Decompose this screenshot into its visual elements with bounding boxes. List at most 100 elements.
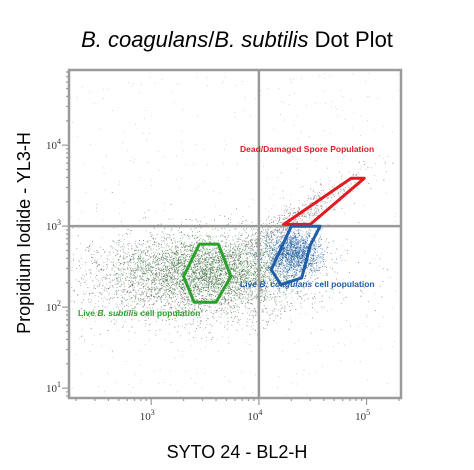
dot <box>117 304 118 306</box>
dot <box>308 265 310 267</box>
dot <box>189 301 191 302</box>
dot <box>294 258 296 260</box>
dot <box>284 308 286 310</box>
dot <box>191 270 193 272</box>
dot <box>232 255 234 257</box>
dot <box>289 245 291 247</box>
dot <box>180 291 181 293</box>
dot <box>319 257 321 259</box>
dot <box>174 247 176 249</box>
dot <box>281 269 283 270</box>
dot <box>176 282 178 284</box>
dot <box>286 290 288 291</box>
dot <box>269 247 271 248</box>
dot <box>220 278 222 280</box>
dot <box>295 243 297 245</box>
dot <box>285 254 286 256</box>
dot <box>159 279 160 281</box>
dot <box>200 238 202 240</box>
dot <box>216 280 217 282</box>
dot <box>223 296 225 298</box>
dot <box>224 228 225 230</box>
dot <box>148 246 150 248</box>
dot <box>139 258 141 260</box>
dot <box>190 289 192 291</box>
dot <box>298 241 300 243</box>
dot <box>226 259 228 260</box>
dot <box>129 285 131 287</box>
dot <box>103 276 105 278</box>
dot <box>217 255 219 257</box>
dot <box>279 270 281 272</box>
dot <box>234 262 236 264</box>
dot <box>100 247 101 248</box>
dot <box>285 271 287 273</box>
dot <box>147 250 149 252</box>
dot <box>233 298 235 299</box>
dot <box>300 255 302 257</box>
dot <box>267 270 269 271</box>
dot <box>200 277 202 278</box>
dot <box>271 243 273 244</box>
dot <box>293 255 295 257</box>
dot <box>182 258 184 260</box>
dot <box>191 280 193 282</box>
dot <box>265 275 266 276</box>
dot <box>198 250 199 252</box>
dot <box>246 288 247 290</box>
dot <box>276 236 278 237</box>
dot <box>299 275 301 277</box>
dot <box>341 303 343 305</box>
dot <box>244 298 246 300</box>
dot <box>288 277 290 278</box>
dot <box>266 268 268 270</box>
dot <box>284 305 286 307</box>
dot <box>250 250 252 252</box>
dot <box>217 240 219 242</box>
dot <box>257 243 258 245</box>
dot <box>193 278 195 280</box>
dot <box>225 244 227 246</box>
dot <box>187 261 188 263</box>
dot <box>213 279 215 281</box>
dot <box>195 277 197 279</box>
dot <box>142 283 144 284</box>
dot <box>142 262 144 264</box>
dot <box>128 243 130 245</box>
dot <box>280 259 282 260</box>
dot <box>265 293 266 294</box>
dot <box>140 251 142 253</box>
dot <box>192 244 194 246</box>
dot <box>183 282 185 284</box>
dot <box>313 270 315 272</box>
dot <box>232 321 234 322</box>
dot <box>299 249 301 251</box>
dot <box>233 289 235 291</box>
dot <box>320 256 322 258</box>
dot <box>189 235 191 237</box>
dot <box>178 310 179 312</box>
dot <box>207 286 209 288</box>
dot <box>214 247 216 249</box>
dot <box>159 259 161 261</box>
dot <box>175 286 177 287</box>
dot <box>281 249 283 251</box>
dot <box>181 263 183 265</box>
dot <box>275 241 277 243</box>
dot <box>235 285 236 287</box>
dot <box>180 238 182 239</box>
dot <box>224 253 225 254</box>
dot <box>287 242 289 244</box>
dot <box>220 278 222 279</box>
dot <box>297 256 299 257</box>
dot <box>266 265 268 267</box>
dot <box>131 273 133 275</box>
dot <box>244 279 246 280</box>
dot <box>288 263 290 265</box>
dot <box>292 252 294 254</box>
dot <box>304 244 306 246</box>
dot <box>155 238 157 240</box>
dot <box>138 269 140 271</box>
dot <box>290 251 292 253</box>
dot <box>266 286 268 288</box>
